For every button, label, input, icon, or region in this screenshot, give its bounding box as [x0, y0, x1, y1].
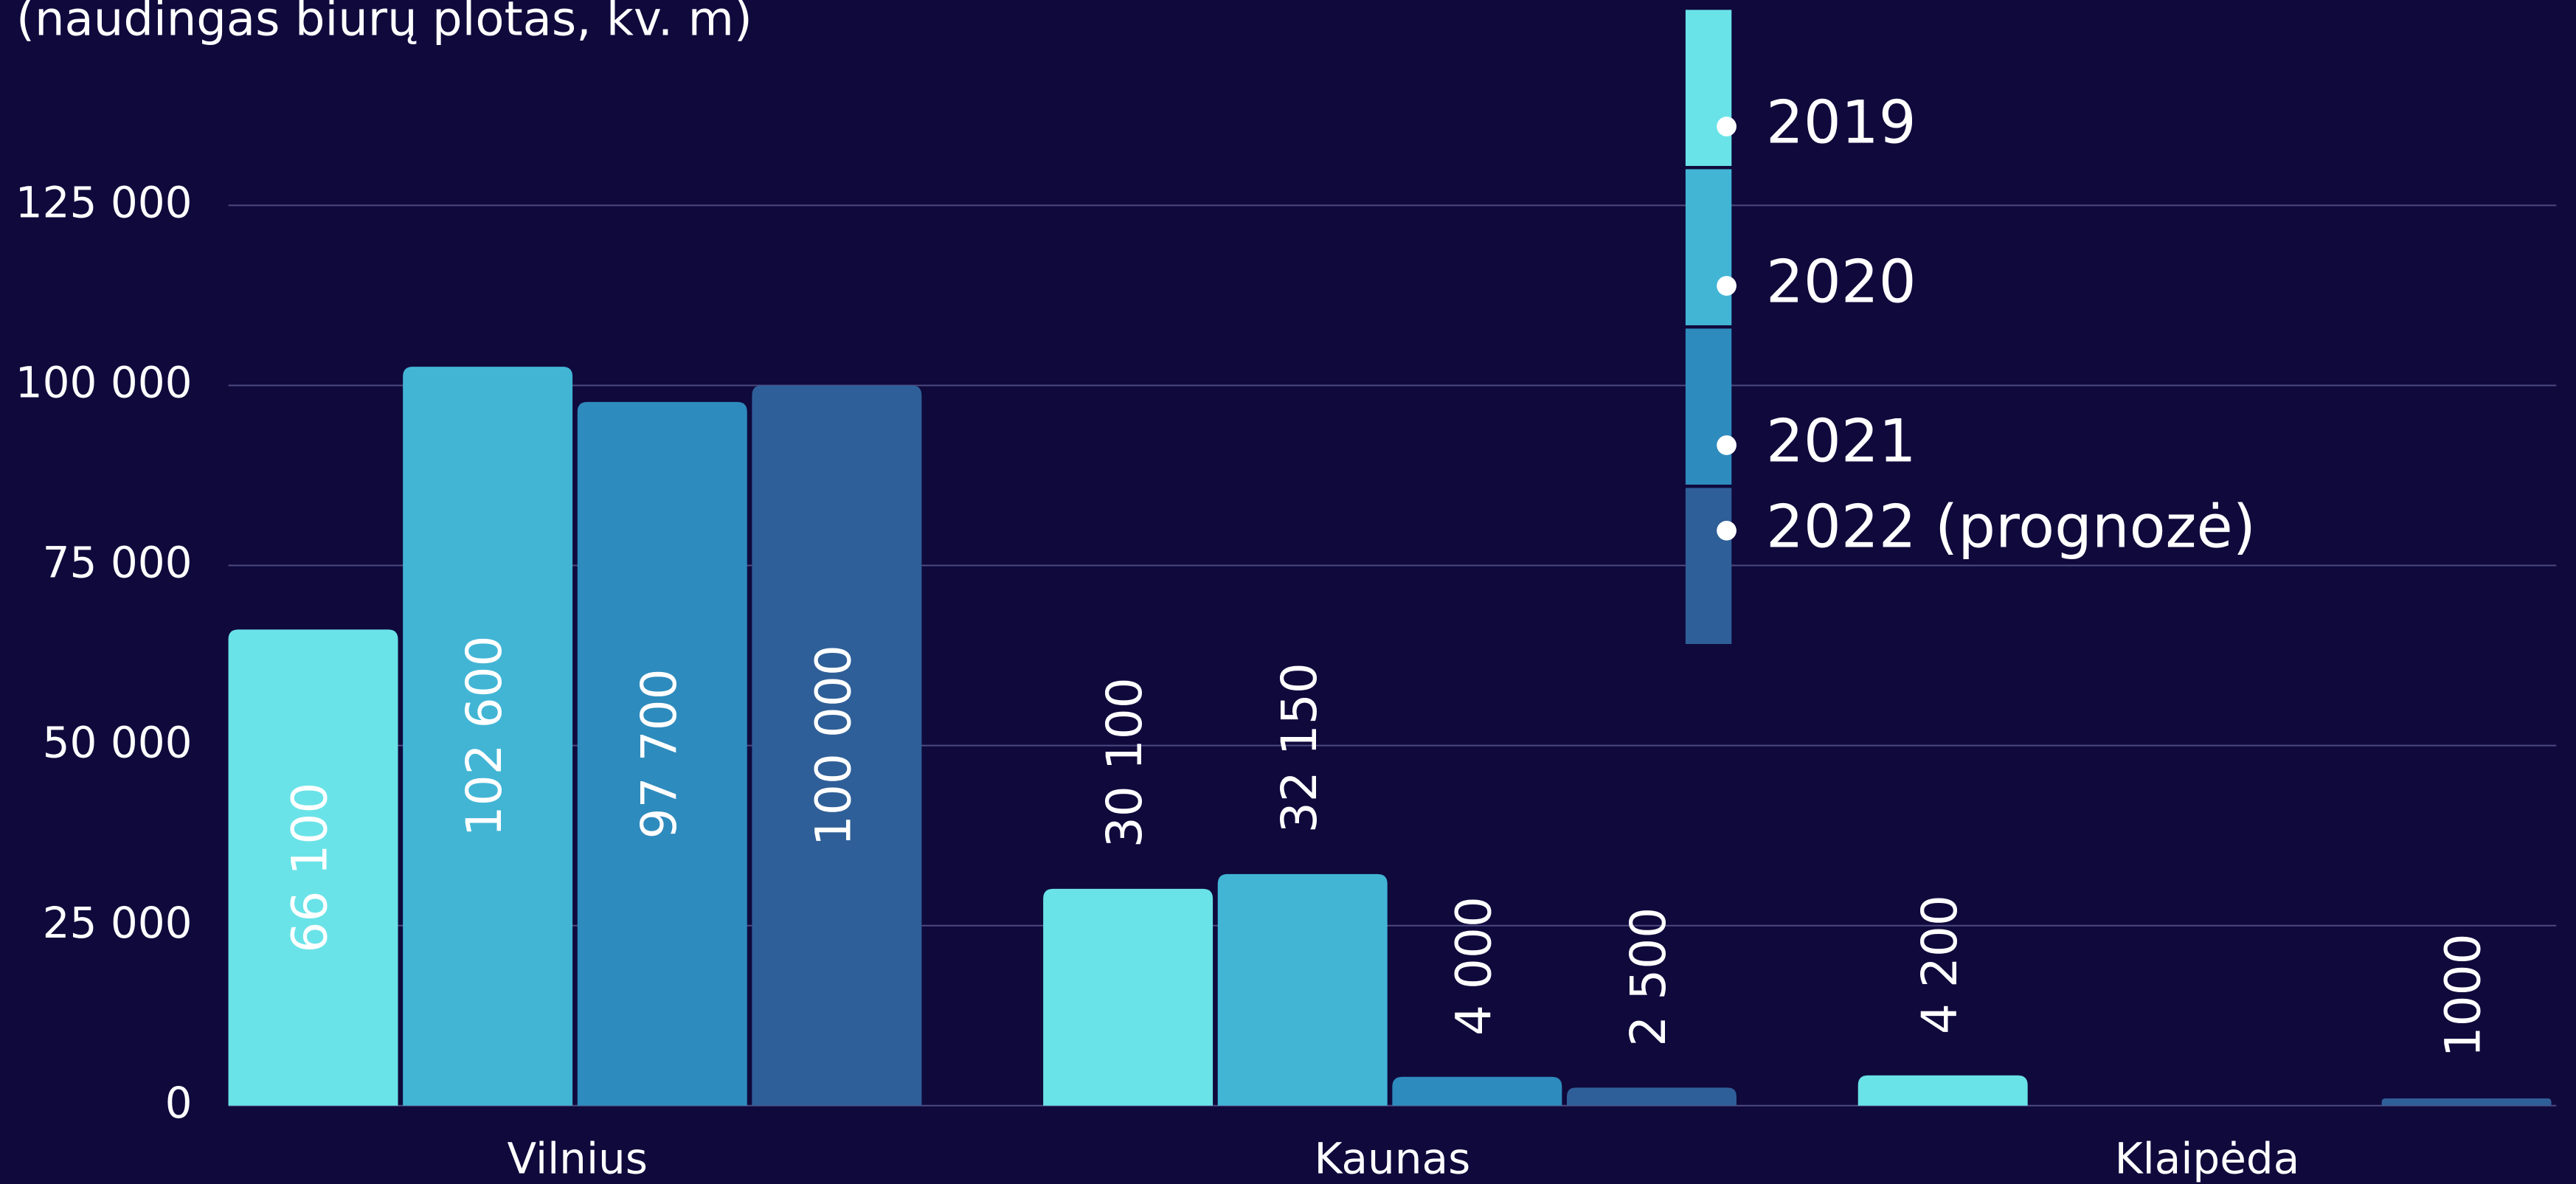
data-label: 4 200	[1911, 895, 1968, 1034]
bar	[2381, 1098, 2552, 1106]
data-label: 2 500	[1620, 907, 1677, 1047]
bar	[752, 385, 922, 1106]
legend-dot	[1717, 435, 1737, 455]
bar	[1043, 888, 1213, 1106]
data-label: 97 700	[631, 668, 688, 839]
legend-label: 2020	[1766, 247, 1917, 316]
legend-label: 2021	[1766, 406, 1917, 475]
data-label: 32 150	[1271, 662, 1328, 833]
x-tick-label: Kaunas	[1314, 1134, 1470, 1184]
legend-dot	[1717, 117, 1737, 136]
data-label: 100 000	[805, 645, 862, 846]
y-tick-label: 125 000	[15, 177, 193, 227]
x-tick-label: Klaipėda	[2115, 1134, 2300, 1184]
y-tick-label: 0	[165, 1078, 193, 1128]
legend-dot	[1717, 276, 1737, 296]
legend-swatch	[1685, 169, 1732, 325]
x-tick-label: Vilnius	[508, 1134, 648, 1184]
bar	[403, 367, 573, 1106]
y-tick-label: 75 000	[43, 538, 193, 588]
legend-swatch	[1685, 10, 1732, 166]
y-tick-label: 25 000	[43, 898, 193, 948]
bar	[1392, 1076, 1562, 1106]
legend-label: 2019	[1766, 88, 1917, 156]
data-label: 102 600	[456, 635, 513, 837]
bar	[228, 629, 398, 1106]
y-tick-label: 50 000	[43, 718, 193, 768]
legend-swatch	[1685, 488, 1732, 644]
y-tick-label: 100 000	[15, 358, 193, 408]
bar	[577, 401, 747, 1106]
bar	[1857, 1075, 2028, 1106]
bar	[1217, 873, 1388, 1106]
data-label: 4 000	[1445, 896, 1502, 1036]
data-label: 1000	[2435, 933, 2492, 1057]
chart-title: (naudingas biurų plotas, kv. m)	[16, 0, 752, 47]
bar	[1567, 1087, 1737, 1106]
data-label: 30 100	[1096, 677, 1153, 848]
legend-swatch	[1685, 328, 1732, 485]
legend-label: 2022 (prognozė)	[1766, 492, 2256, 561]
legend-dot	[1717, 520, 1737, 541]
data-label: 66 100	[282, 783, 339, 953]
